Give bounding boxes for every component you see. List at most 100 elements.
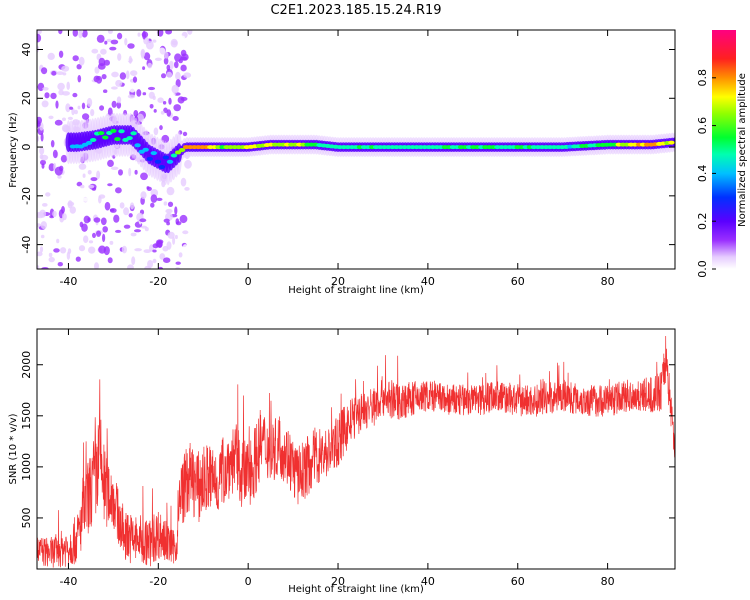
spectrogram-panel: -40 -20 0 20 40 60 80 -40 -20 0 20 40 Height of st…: [8, 29, 676, 296]
spectrogram-speckle: [54, 119, 63, 126]
spectrogram-speckle: [166, 71, 173, 78]
spectrogram-speckle: [143, 76, 147, 84]
spectrogram-speckle: [52, 149, 58, 159]
spectrogram-speckle: [78, 56, 85, 66]
x-tick-label: 40: [421, 275, 435, 288]
spectrogram-speckle: [140, 48, 146, 58]
spectrogram-speckle: [163, 107, 168, 114]
spectrogram-speckle: [134, 169, 138, 175]
spectrogram-speckle: [165, 30, 172, 35]
spectrogram-speckle: [144, 227, 149, 232]
spectrogram-speckle: [76, 63, 82, 70]
snr-panel: -40 -20 0 20 40 60 80 500 1000 1500 2000 Height o…: [8, 328, 676, 595]
spectrogram-speckle: [175, 221, 182, 226]
spectrogram-ridge-point: [118, 129, 125, 134]
spectrogram-speckle: [134, 248, 142, 252]
spectrogram-speckle: [53, 248, 60, 253]
spectrogram-speckle: [50, 92, 57, 100]
spectrogram-x-axis: -40 -20 0 20 40 60 80: [59, 30, 615, 288]
spectrogram-speckle: [152, 258, 157, 264]
spectrogram-speckle: [56, 71, 64, 75]
x-tick-label: 60: [511, 575, 525, 588]
spectrogram-speckle: [42, 87, 49, 91]
spectrogram-speckle: [113, 214, 120, 223]
spectrogram-speckle: [103, 59, 110, 66]
spectrogram-speckle: [110, 39, 119, 45]
spectrogram-speckle: [124, 38, 128, 46]
spectrogram-speckle: [37, 251, 43, 257]
spectrogram-speckle: [177, 35, 186, 40]
spectrogram-speckle: [58, 30, 63, 35]
spectrogram-speckle: [90, 109, 95, 117]
spectrogram-speckle: [152, 39, 157, 43]
x-tick-label: 80: [601, 275, 615, 288]
spectrogram-speckle: [152, 249, 157, 253]
x-tick-label: 20: [331, 275, 345, 288]
spectrogram-speckle: [102, 233, 106, 243]
spectrogram-speckle: [154, 57, 162, 61]
spectrogram-speckle: [81, 223, 88, 232]
spectrogram-speckle: [131, 256, 136, 265]
spectrogram-speckle: [97, 63, 106, 70]
spectrogram-speckle: [149, 104, 154, 109]
spectrogram-speckle: [66, 81, 70, 91]
spectrogram-speckle: [88, 246, 96, 254]
spectrogram-speckle: [115, 79, 123, 87]
spectrogram-speckle: [62, 91, 70, 96]
spectrogram-speckle: [104, 201, 111, 211]
spectrogram-speckle: [62, 117, 66, 122]
spectrogram-speckle: [121, 245, 127, 254]
spectrogram-speckle: [159, 125, 163, 131]
spectrogram-speckle: [180, 49, 187, 57]
spectrogram-speckle: [156, 239, 164, 245]
spectrogram-speckle: [56, 238, 60, 244]
spectrogram-speckle: [88, 184, 95, 189]
spectrogram-speckle: [117, 32, 123, 40]
spectrogram-speckle: [107, 183, 113, 187]
spectrogram-speckle: [106, 38, 112, 43]
y-tick-label: -40: [20, 236, 33, 254]
spectrogram-speckle: [96, 170, 101, 180]
spectrogram-speckle: [110, 166, 119, 170]
spectrogram-ridge-point: [170, 153, 178, 158]
spectrogram-speckle: [175, 261, 181, 265]
spectrogram-speckle: [83, 235, 89, 243]
spectrogram-speckle: [80, 184, 85, 189]
spectrogram-speckle: [60, 154, 68, 163]
spectrogram-speckle: [146, 186, 150, 190]
spectrogram-speckle: [133, 110, 139, 117]
spectrogram-speckle: [178, 252, 183, 258]
spectrogram-speckle: [55, 100, 59, 109]
spectrogram-speckle: [37, 33, 42, 43]
spectrogram-speckle: [61, 65, 70, 72]
spectrogram-speckle: [172, 116, 179, 121]
spectrogram-speckle: [99, 105, 105, 111]
spectrogram-speckle: [54, 166, 63, 176]
spectrogram-speckle: [140, 97, 148, 102]
spectrogram-speckle: [115, 229, 122, 233]
spectrogram-speckle: [128, 55, 132, 64]
spectrogram-speckle: [180, 56, 188, 61]
figure-title: C2E1.2023.185.15.24.R19: [270, 3, 441, 18]
spectrogram-speckle: [104, 40, 108, 45]
spectrogram-speckle: [102, 226, 108, 233]
spectrogram-speckle: [41, 163, 45, 169]
spectrogram-speckle: [130, 232, 137, 237]
spectrogram-speckle: [37, 223, 42, 228]
spectrogram-speckle: [40, 159, 46, 166]
colorbar-tick-label: 0.6: [696, 117, 709, 135]
spectrogram-speckle: [159, 253, 166, 260]
spectrogram-speckle: [147, 62, 153, 69]
spectrogram-speckle: [123, 109, 127, 116]
spectrogram-speckle: [103, 89, 108, 93]
spectrogram-speckle: [111, 100, 117, 108]
spectrogram-speckle: [180, 177, 187, 187]
spectrogram-speckle: [152, 243, 159, 249]
x-tick-label: 0: [245, 575, 252, 588]
spectrogram-speckle: [67, 200, 73, 209]
spectrogram-speckle: [167, 231, 175, 239]
spectrogram-frame: [36, 29, 676, 270]
spectrogram-speckle: [82, 197, 90, 202]
spectrogram-speckle: [174, 206, 178, 215]
